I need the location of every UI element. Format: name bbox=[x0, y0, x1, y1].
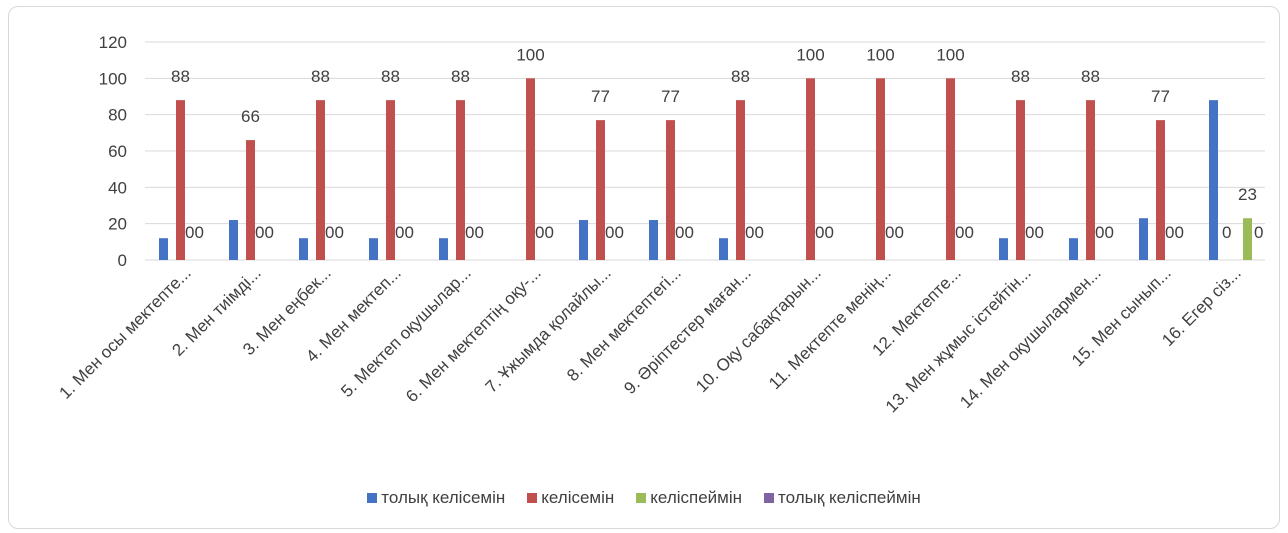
legend-item-series-1: толық келісемін bbox=[367, 488, 505, 508]
bar-11-series-2 bbox=[876, 78, 885, 260]
x-tick-label-11: 11. Мектепте менің... bbox=[765, 263, 895, 393]
x-tick-label-5: 5. Мектеп оқушылар... bbox=[337, 263, 475, 401]
bar-5-series-2 bbox=[456, 100, 465, 260]
legend-label-series-4: толық келіспеймін bbox=[778, 488, 921, 507]
data-label-1-zeros: 00 bbox=[185, 223, 204, 242]
data-label-9-zeros: 00 bbox=[745, 223, 764, 242]
bar-8-series-1 bbox=[649, 220, 658, 260]
y-tick-label-80: 80 bbox=[108, 106, 127, 125]
bar-9-series-2 bbox=[736, 100, 745, 260]
legend-label-series-2: келісемін bbox=[541, 488, 615, 507]
data-label-11-zeros: 00 bbox=[885, 223, 904, 242]
data-label-12-zeros: 00 bbox=[955, 223, 974, 242]
legend: толық келісемін келісемін келіспеймін то… bbox=[0, 488, 1288, 508]
x-tick-label-14: 14. Мен оқушылармен... bbox=[956, 263, 1105, 412]
bar-1-series-1 bbox=[159, 238, 168, 260]
data-label-4-zeros: 00 bbox=[395, 223, 414, 242]
legend-item-series-2: келісемін bbox=[527, 488, 614, 508]
bar-8-series-2 bbox=[666, 120, 675, 260]
x-tick-label-6: 6. Мен мектептің оқу-... bbox=[402, 263, 545, 406]
data-label-3-agree: 88 bbox=[311, 67, 330, 86]
chart-frame bbox=[8, 6, 1280, 529]
data-label-10-zeros: 00 bbox=[815, 223, 834, 242]
bar-2-series-1 bbox=[229, 220, 238, 260]
bar-16-series-3 bbox=[1243, 218, 1252, 260]
bar-4-series-2 bbox=[386, 100, 395, 260]
legend-label-series-1: толық келісемін bbox=[381, 488, 506, 507]
data-label-8-agree: 77 bbox=[661, 87, 680, 106]
legend-swatch-series-1 bbox=[367, 493, 378, 503]
legend-swatch-series-2 bbox=[527, 493, 538, 503]
bar-3-series-2 bbox=[316, 100, 325, 260]
bar-7-series-1 bbox=[579, 220, 588, 260]
y-tick-label-100: 100 bbox=[99, 69, 127, 88]
data-label-14-agree: 88 bbox=[1081, 67, 1100, 86]
data-label-14-zeros: 00 bbox=[1095, 223, 1114, 242]
x-tick-label-8: 8. Мен мектептегі... bbox=[563, 263, 685, 385]
y-tick-label-0: 0 bbox=[118, 251, 127, 270]
bar-3-series-1 bbox=[299, 238, 308, 260]
data-label-16-zero-b: 0 bbox=[1254, 223, 1263, 242]
data-label-13-agree: 88 bbox=[1011, 67, 1030, 86]
data-label-1-agree: 88 bbox=[171, 67, 190, 86]
legend-swatch-series-4 bbox=[764, 493, 775, 503]
bar-6-series-2 bbox=[526, 78, 535, 260]
x-tick-label-7: 7. Ұжымда қолайлы... bbox=[482, 263, 615, 396]
y-tick-label-120: 120 bbox=[99, 33, 127, 52]
legend-label-series-3: келіспеймін bbox=[650, 488, 743, 507]
bar-1-series-2 bbox=[176, 100, 185, 260]
data-label-7-zeros: 00 bbox=[605, 223, 624, 242]
data-label-2-agree: 66 bbox=[241, 107, 260, 126]
data-label-16-disagree: 23 bbox=[1238, 185, 1257, 204]
bar-7-series-2 bbox=[596, 120, 605, 260]
y-tick-label-40: 40 bbox=[108, 178, 127, 197]
legend-item-series-3: келіспеймін bbox=[636, 488, 742, 508]
data-label-10-agree: 100 bbox=[796, 45, 824, 64]
data-label-6-zeros: 00 bbox=[535, 223, 554, 242]
data-label-2-zeros: 00 bbox=[255, 223, 274, 242]
bar-9-series-1 bbox=[719, 238, 728, 260]
bar-10-series-2 bbox=[806, 78, 815, 260]
legend-swatch-series-3 bbox=[636, 493, 647, 503]
x-tick-label-13: 13. Мен жұмыс істейтін... bbox=[882, 263, 1035, 416]
bar-13-series-2 bbox=[1016, 100, 1025, 260]
data-label-8-zeros: 00 bbox=[675, 223, 694, 242]
data-label-9-agree: 88 bbox=[731, 67, 750, 86]
x-tick-label-9: 9. Әріптестер маған... bbox=[620, 263, 755, 398]
bar-14-series-2 bbox=[1086, 100, 1095, 260]
data-label-15-agree: 77 bbox=[1151, 87, 1170, 106]
x-tick-label-10: 10. Оқу сабақтарын... bbox=[692, 263, 825, 396]
legend-item-series-4: толық келіспеймін bbox=[764, 488, 921, 508]
data-label-7-agree: 77 bbox=[591, 87, 610, 106]
bar-15-series-2 bbox=[1156, 120, 1165, 260]
bar-2-series-2 bbox=[246, 140, 255, 260]
bar-4-series-1 bbox=[369, 238, 378, 260]
data-label-4-agree: 88 bbox=[381, 67, 400, 86]
data-label-16-zero-a: 0 bbox=[1222, 223, 1231, 242]
y-tick-label-20: 20 bbox=[108, 215, 127, 234]
bar-13-series-1 bbox=[999, 238, 1008, 260]
data-label-3-zeros: 00 bbox=[325, 223, 344, 242]
y-tick-label-60: 60 bbox=[108, 142, 127, 161]
data-label-5-agree: 88 bbox=[451, 67, 470, 86]
data-label-12-agree: 100 bbox=[936, 45, 964, 64]
bar-14-series-1 bbox=[1069, 238, 1078, 260]
bar-12-series-2 bbox=[946, 78, 955, 260]
data-label-6-agree: 100 bbox=[516, 45, 544, 64]
data-label-15-zeros: 00 bbox=[1165, 223, 1184, 242]
data-label-11-agree: 100 bbox=[866, 45, 894, 64]
bar-5-series-1 bbox=[439, 238, 448, 260]
x-tick-label-1: 1. Мен осы мектепте... bbox=[56, 263, 195, 402]
data-label-13-zeros: 00 bbox=[1025, 223, 1044, 242]
data-label-5-zeros: 00 bbox=[465, 223, 484, 242]
bar-16-series-1 bbox=[1209, 100, 1218, 260]
bar-15-series-1 bbox=[1139, 218, 1148, 260]
